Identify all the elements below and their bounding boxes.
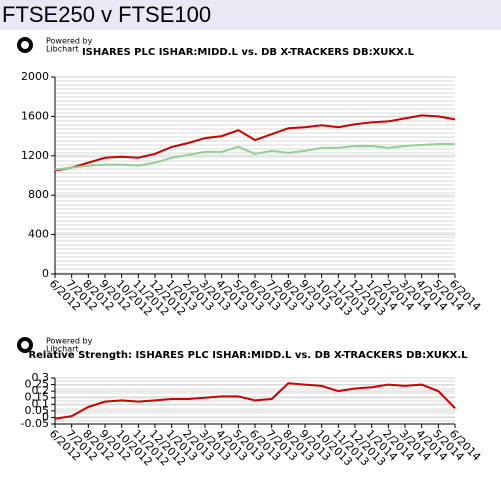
y-tick-label: 0.3 [32, 371, 50, 384]
credit: Powered by [46, 337, 93, 346]
y-tick-label: 0.1 [32, 397, 50, 410]
data-line [54, 382, 456, 420]
y-tick-label: 0.15 [25, 391, 50, 404]
y-tick-label: 0.2 [32, 384, 50, 397]
chart-title: Relative Strength: ISHARES PLC ISHAR:MID… [28, 350, 468, 361]
y-tick-label: 1200 [21, 149, 49, 162]
chart-title: ISHARES PLC ISHAR:MIDD.L vs. DB X-TRACKE… [82, 47, 415, 58]
y-tick-label: 1600 [21, 109, 49, 122]
y-tick-label: 800 [28, 188, 49, 201]
y-tick-label: 0 [42, 267, 49, 280]
y-tick-label: 0 [42, 410, 49, 423]
libchart-logo [17, 37, 33, 53]
libchart-logo [17, 337, 33, 353]
credit: Libchart [46, 345, 79, 354]
y-tick-label: 400 [28, 228, 49, 241]
credit: Powered by [46, 37, 93, 46]
data-line [54, 114, 456, 172]
y-tick-label: 0.05 [25, 404, 50, 417]
data-line [54, 142, 455, 171]
y-tick-label: 2000 [21, 70, 49, 83]
plot-background [55, 77, 455, 274]
credit: Libchart [46, 45, 79, 54]
header-bar [0, 0, 501, 30]
y-tick-label: -0.05 [21, 417, 49, 430]
page-title: FTSE250 v FTSE100 [2, 2, 211, 27]
y-tick-label: 0.25 [25, 378, 50, 391]
